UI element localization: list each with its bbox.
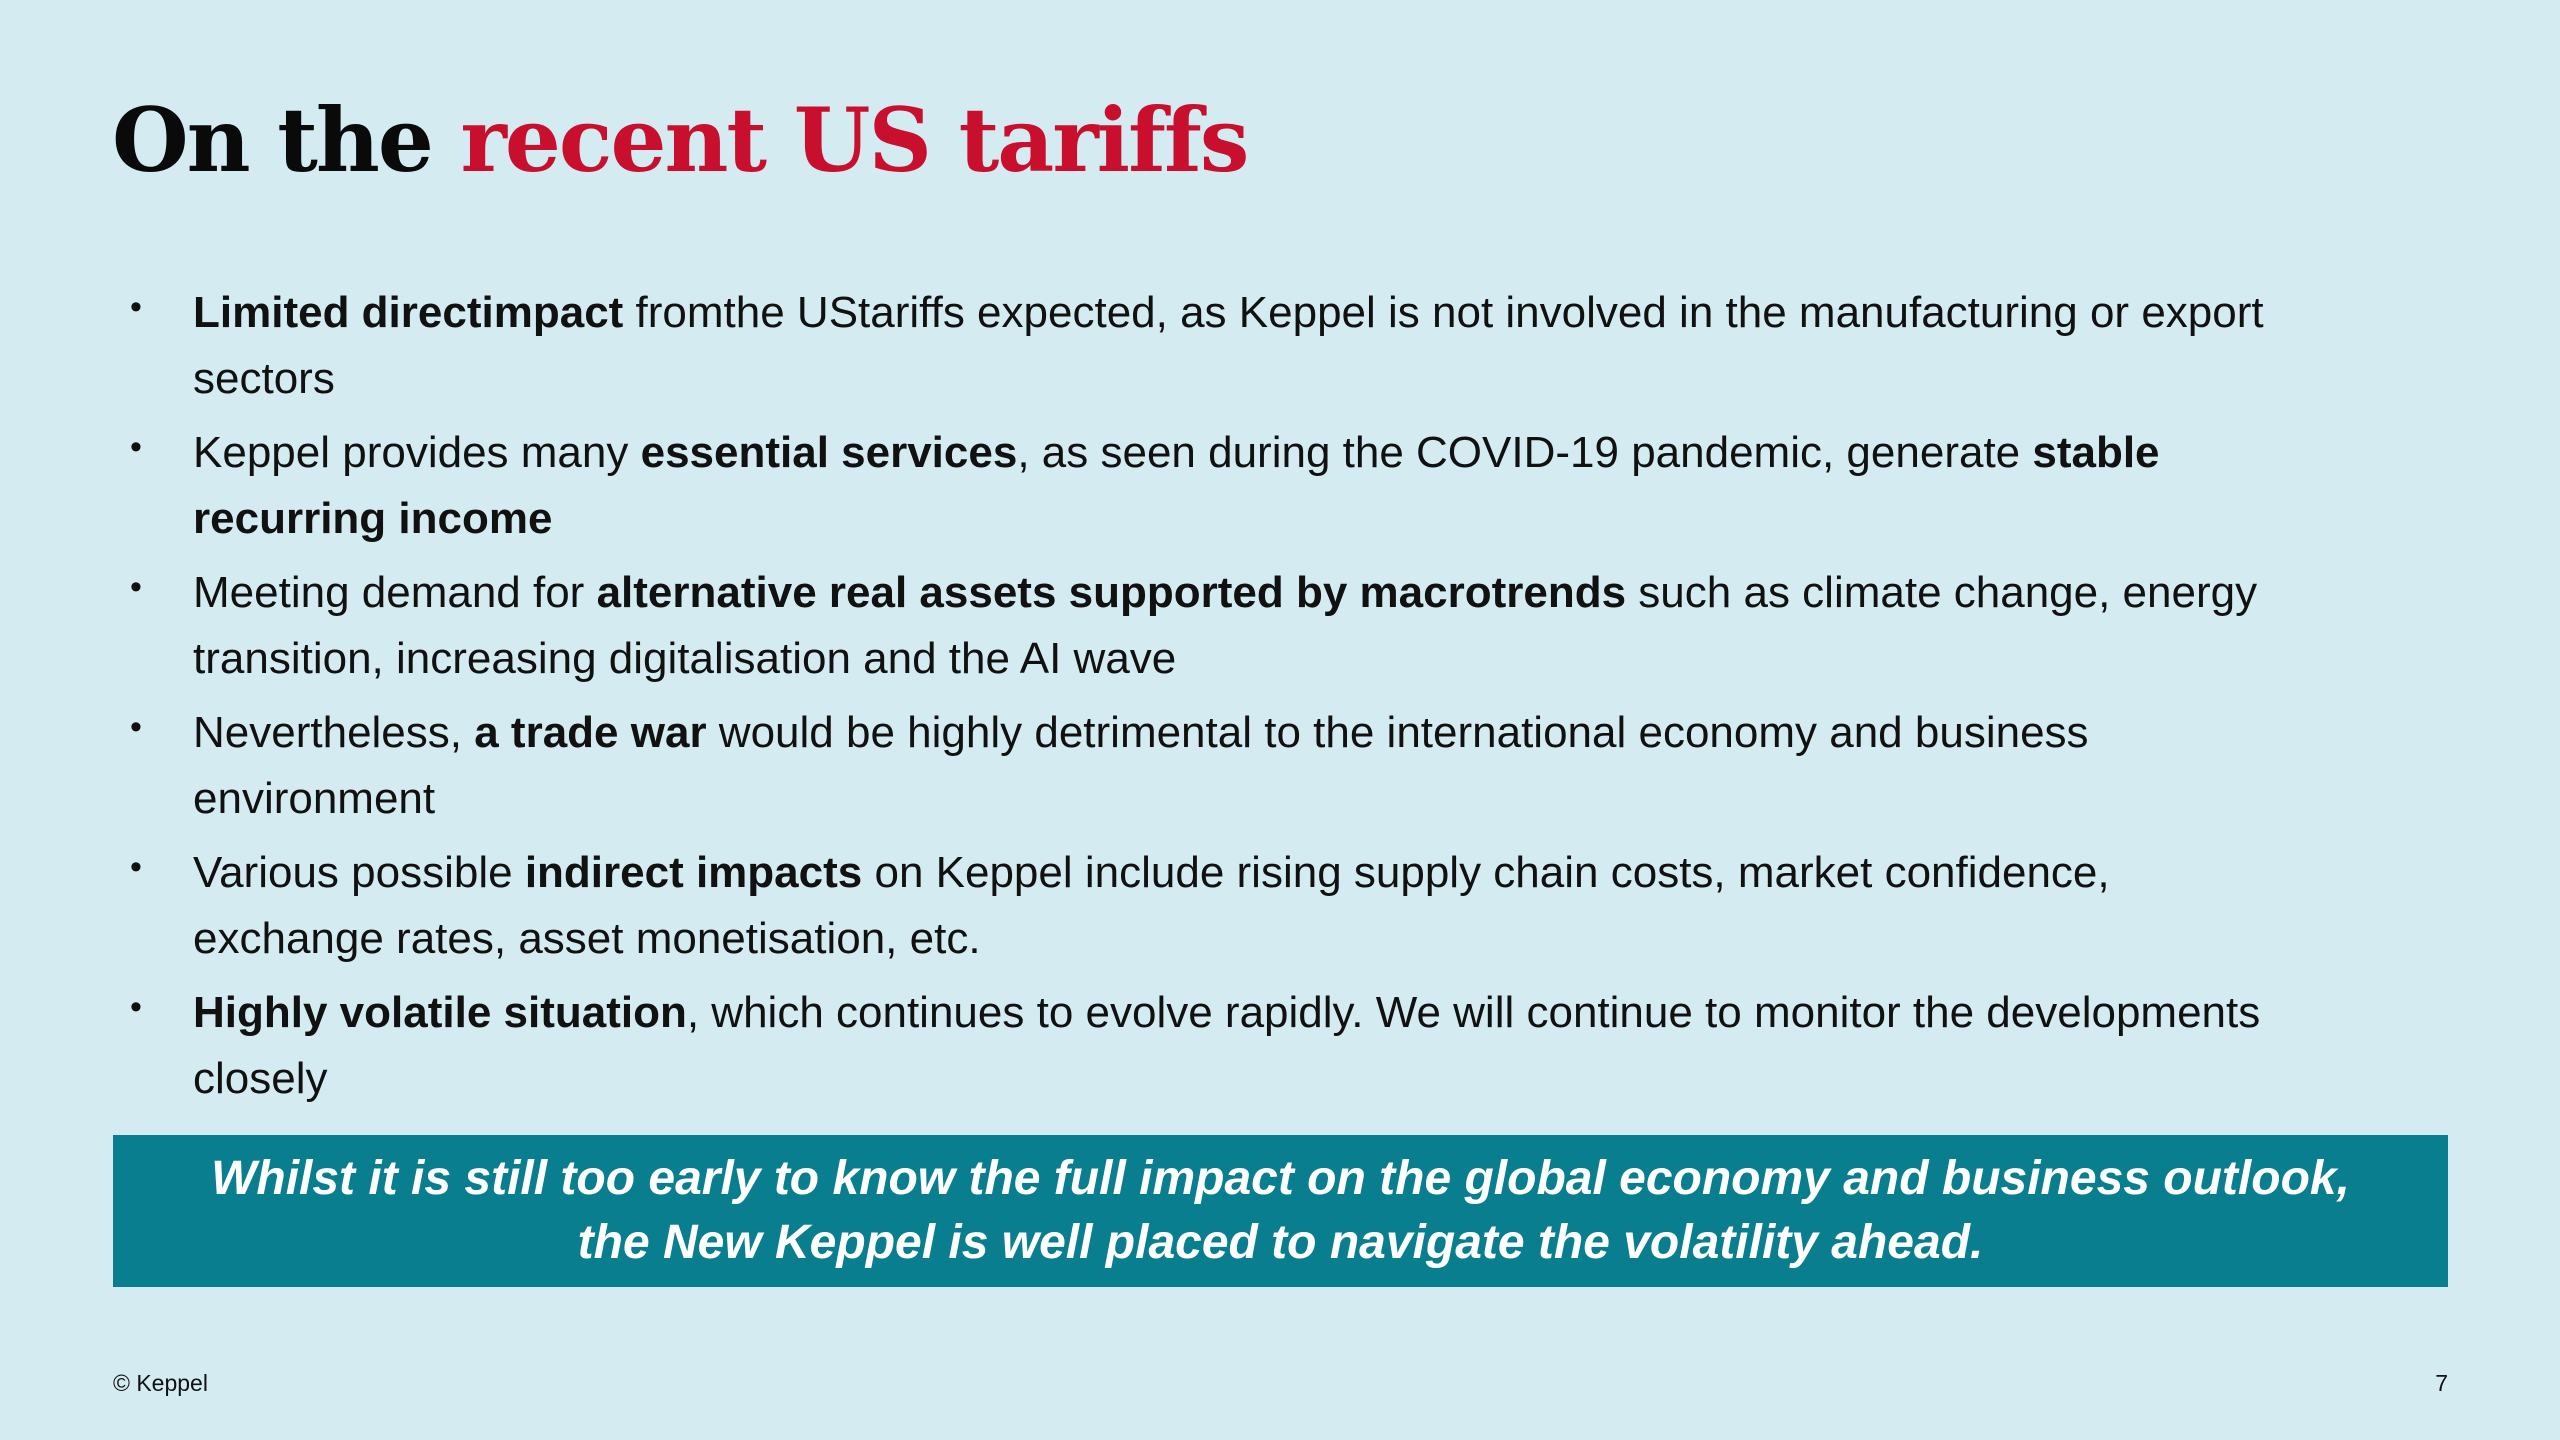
bullet-item: Meeting demand for alternative real asse… [130,554,2310,692]
text: such as climate change, energy transitio… [193,568,2258,683]
bullet-item: Various possible indirect impacts on Kep… [130,834,2310,972]
bullet-item: Limited directimpact fromthe UStariffs e… [130,274,2310,412]
bold-text: Limited directimpact [193,288,624,337]
bold-text: alternative real assets supported by mac… [596,568,1627,617]
bullet-item: Keppel provides many essential services,… [130,414,2310,552]
text: , as seen during the COVID-19 pandemic, … [1017,428,2033,477]
text: would be highly detrimental to the inter… [193,708,2089,823]
bold-text: essential services [640,428,1018,477]
text: Various possible [193,848,525,897]
text: Nevertheless, [193,708,475,757]
bold-text: a trade war [474,708,707,757]
text: Keppel provides many [193,428,641,477]
copyright: © Keppel [113,1370,208,1396]
bold-text: stable recurring income [193,428,2160,543]
bold-text: indirect impacts [524,848,863,897]
text: fromthe UStariffs expected, as Keppel is… [193,288,2264,403]
bullet-list: Limited directimpact fromthe UStariffs e… [130,274,2310,1120]
title-part: recent US tariffs [460,88,1250,192]
bold-text: Highly volatile situation [193,988,687,1037]
bullet-item: Highly volatile situation, which continu… [130,974,2310,1112]
page-number: 7 [2435,1370,2448,1396]
title-part: On the [112,88,461,192]
slide-title: On the recent US tariffs [112,88,1250,192]
bullet-item: Nevertheless, a trade war would be highl… [130,694,2310,832]
text: on Keppel include rising supply chain co… [193,848,2110,963]
text: Meeting demand for [193,568,597,617]
callout-box: Whilst it is still too early to know the… [113,1135,2448,1287]
text: , which continues to evolve rapidly. We … [193,988,2261,1103]
callout-line: the New Keppel is well placed to navigat… [577,1216,1984,1269]
callout-line: Whilst it is still too early to know the… [211,1152,2350,1205]
